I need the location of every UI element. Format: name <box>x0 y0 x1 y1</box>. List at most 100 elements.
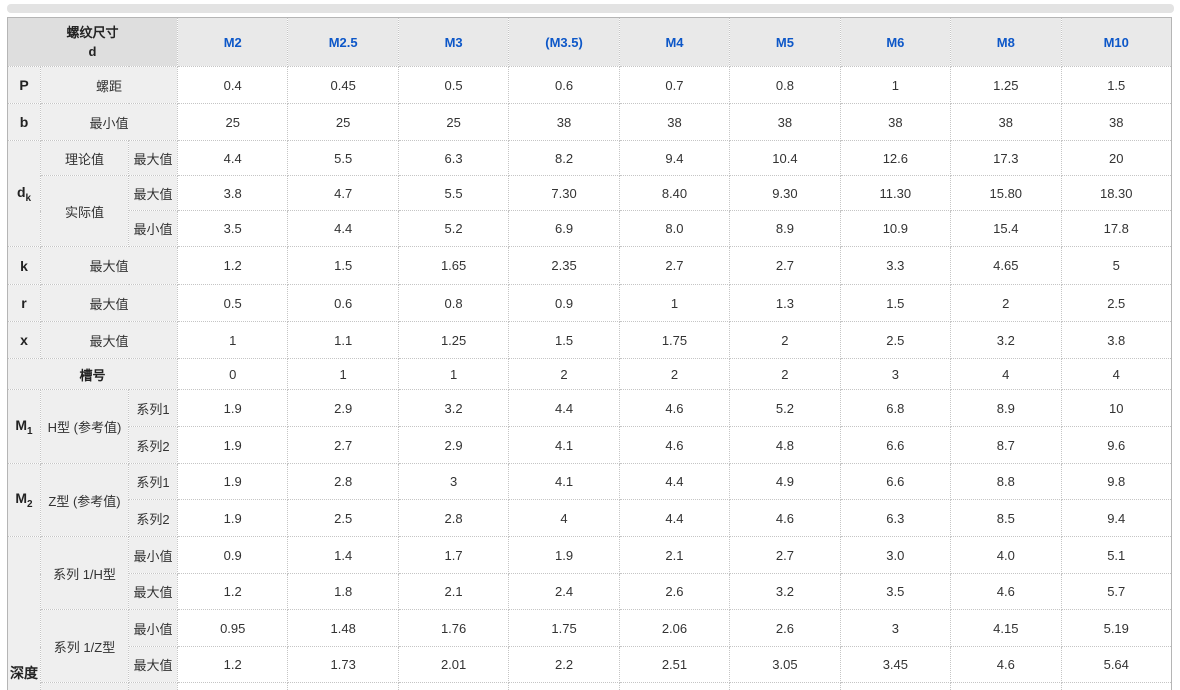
row-key-b: b <box>7 103 41 141</box>
value-cell: 4.65 <box>950 246 1062 285</box>
value-cell: 0.45 <box>287 66 399 104</box>
value-cell: 10 <box>1060 389 1172 427</box>
row-sublabel <box>128 682 178 690</box>
table-row: P 螺距 0.4 0.45 0.5 0.6 0.7 0.8 1 1.25 1.5 <box>7 66 1172 104</box>
value-cell: 2.35 <box>508 246 620 285</box>
row-label: 最小值 <box>40 103 178 141</box>
table-row: 系列2 1.9 2.7 2.9 4.1 4.6 4.8 6.6 8.7 9.6 <box>8 426 1172 464</box>
row-label: 系列 1/Z型 <box>40 609 129 683</box>
value-cell: 2.7 <box>287 426 399 464</box>
value-cell: 3.5 <box>839 573 952 610</box>
value-cell: 4.4 <box>508 389 620 427</box>
value-cell: 12.6 <box>839 140 952 176</box>
row-label: 实际值 <box>40 175 129 247</box>
value-cell: 25 <box>397 103 510 141</box>
column-header: M3 <box>397 17 510 67</box>
value-cell: 2.2 <box>508 646 620 683</box>
table-row: 系列2 1.9 2.5 2.8 4 4.4 4.6 6.3 8.5 9.4 <box>8 499 1172 537</box>
row-key-m2: M2 <box>7 463 41 537</box>
value-cell: 1.5 <box>287 246 399 285</box>
table-row: M1 H型 (参考值) 系列1 1.9 2.9 3.2 4.4 4.6 5.2 … <box>7 389 1172 464</box>
row-label: H型 (参考值) <box>40 389 129 464</box>
value-cell: 4.6 <box>618 426 731 464</box>
value-cell: 17.3 <box>950 140 1062 176</box>
value-cell: 0.7 <box>618 66 731 104</box>
value-cell: 1.2 <box>176 573 289 610</box>
value-cell: 1.65 <box>397 246 510 285</box>
value-cell: 1.2 <box>176 646 289 683</box>
value-cell: 2.7 <box>618 246 731 285</box>
value-cell: 3.2 <box>729 573 841 610</box>
table-row: M2 Z型 (参考值) 系列1 1.9 2.8 3 4.1 4.4 4.9 6.… <box>7 463 1172 537</box>
value-cell: 0.4 <box>176 66 289 104</box>
value-cell: 0 <box>176 358 289 390</box>
value-cell: 1 <box>176 321 289 359</box>
value-cell: 8.9 <box>950 389 1062 427</box>
value-cell: 2.5 <box>287 499 399 537</box>
value-cell: 20 <box>1060 140 1172 176</box>
value-cell: 2.1 <box>618 536 731 574</box>
row-sublabel: 最小值 <box>128 536 178 574</box>
row-sublabel: 最大值 <box>128 573 178 610</box>
value-cell: 4.7 <box>287 175 399 211</box>
value-cell: 4.4 <box>176 140 289 176</box>
value-cell: 25 <box>176 103 289 141</box>
value-cell: 1.7 <box>397 536 510 574</box>
value-cell: 9.8 <box>1060 463 1172 500</box>
value-cell: 1 <box>839 66 952 104</box>
value-cell: 1.2 <box>176 246 289 285</box>
value-cell: 1.5 <box>839 284 952 322</box>
value-cell: 5.7 <box>1060 573 1172 610</box>
value-cell: 0.5 <box>176 284 289 322</box>
value-cell: 2.6 <box>729 609 841 647</box>
value-cell: 8.40 <box>618 175 731 211</box>
value-cell: 8.0 <box>618 210 731 247</box>
row-sublabel: 系列2 <box>128 426 178 464</box>
table-row: 最大值 1.2 1.73 2.01 2.2 2.51 3.05 3.45 4.6… <box>8 646 1172 683</box>
value-cell: 2.9 <box>287 389 399 427</box>
value-cell: 3.5 <box>176 210 289 247</box>
value-cell <box>618 682 731 690</box>
value-cell: 9.4 <box>618 140 731 176</box>
table-container: 螺纹尺寸 d M2 M2.5 M3 (M3.5) M4 M5 M6 M8 M10… <box>7 17 1172 690</box>
row-sublabel: 最小值 <box>128 210 178 247</box>
value-cell: 2.8 <box>397 499 510 537</box>
value-cell: 3.0 <box>839 536 952 574</box>
value-cell: 2 <box>618 358 731 390</box>
table-row: r 最大值 0.5 0.6 0.8 0.9 1 1.3 1.5 2 2.5 <box>7 284 1172 322</box>
value-cell: 2.06 <box>618 609 731 647</box>
value-cell: 4.0 <box>950 536 1062 574</box>
value-cell: 18.30 <box>1060 175 1172 211</box>
value-cell: 1.25 <box>397 321 510 359</box>
row-label: 理论值 <box>40 140 129 176</box>
value-cell: 7.30 <box>508 175 620 211</box>
value-cell: 8.8 <box>950 463 1062 500</box>
row-label: 螺距 <box>40 66 178 104</box>
value-cell: 2.5 <box>1060 284 1172 322</box>
value-cell: 0.9 <box>176 536 289 574</box>
value-cell: 3.8 <box>176 175 289 211</box>
row-label: 最大值 <box>40 321 178 359</box>
value-cell: 1 <box>397 358 510 390</box>
value-cell: 1.4 <box>287 536 399 574</box>
value-cell: 4.4 <box>618 463 731 500</box>
value-cell: 1.48 <box>287 609 399 647</box>
column-header: M8 <box>950 17 1062 67</box>
column-header: M2.5 <box>287 17 399 67</box>
value-cell: 6.3 <box>397 140 510 176</box>
row-label: 最大值 <box>40 246 178 285</box>
value-cell <box>839 682 952 690</box>
value-cell: 2.8 <box>287 463 399 500</box>
value-cell: 38 <box>508 103 620 141</box>
row-key-m1: M1 <box>7 389 41 464</box>
value-cell: 4.4 <box>618 499 731 537</box>
value-cell: 5.2 <box>729 389 841 427</box>
value-cell: 8.7 <box>950 426 1062 464</box>
row-label: 系列 1/H型 <box>40 536 129 610</box>
table-row <box>8 682 1172 690</box>
value-cell <box>287 682 399 690</box>
row-label: 最大值 <box>40 284 178 322</box>
value-cell <box>508 682 620 690</box>
column-header: M6 <box>839 17 952 67</box>
value-cell: 3.05 <box>729 646 841 683</box>
